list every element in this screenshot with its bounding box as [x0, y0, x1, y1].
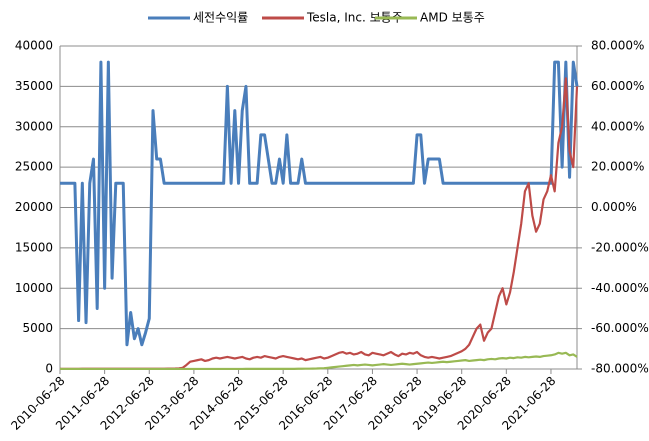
y2-tick-label: -60.000%	[591, 321, 649, 335]
y2-tick-label: -20.000%	[591, 240, 649, 254]
y2-tick-label: 0.000%	[591, 200, 637, 214]
legend-label: AMD 보통주	[420, 11, 485, 25]
y-tick-label: 0	[45, 362, 53, 376]
series-line	[60, 77, 579, 370]
y-tick-label: 25000	[15, 160, 53, 174]
y-tick-label: 20000	[15, 200, 53, 214]
y-tick-label: 15000	[15, 240, 53, 254]
legend-label: 세전수익률	[193, 11, 248, 25]
y2-tick-label: 40.000%	[591, 119, 644, 133]
y-tick-label: 5000	[22, 321, 53, 335]
y-tick-label: 35000	[15, 79, 53, 93]
legend-label: Tesla, Inc. 보통주	[306, 11, 403, 25]
y2-tick-label: 60.000%	[591, 79, 644, 93]
y2-tick-label: 80.000%	[591, 39, 644, 53]
y2-tick-label: -40.000%	[591, 281, 649, 295]
series-line	[60, 60, 579, 347]
y2-tick-label: 20.000%	[591, 160, 644, 174]
y-tick-label: 40000	[15, 39, 53, 53]
y-tick-label: 30000	[15, 119, 53, 133]
series-line	[60, 351, 578, 371]
y-tick-label: 10000	[15, 281, 53, 295]
y2-tick-label: -80.000%	[591, 362, 649, 376]
